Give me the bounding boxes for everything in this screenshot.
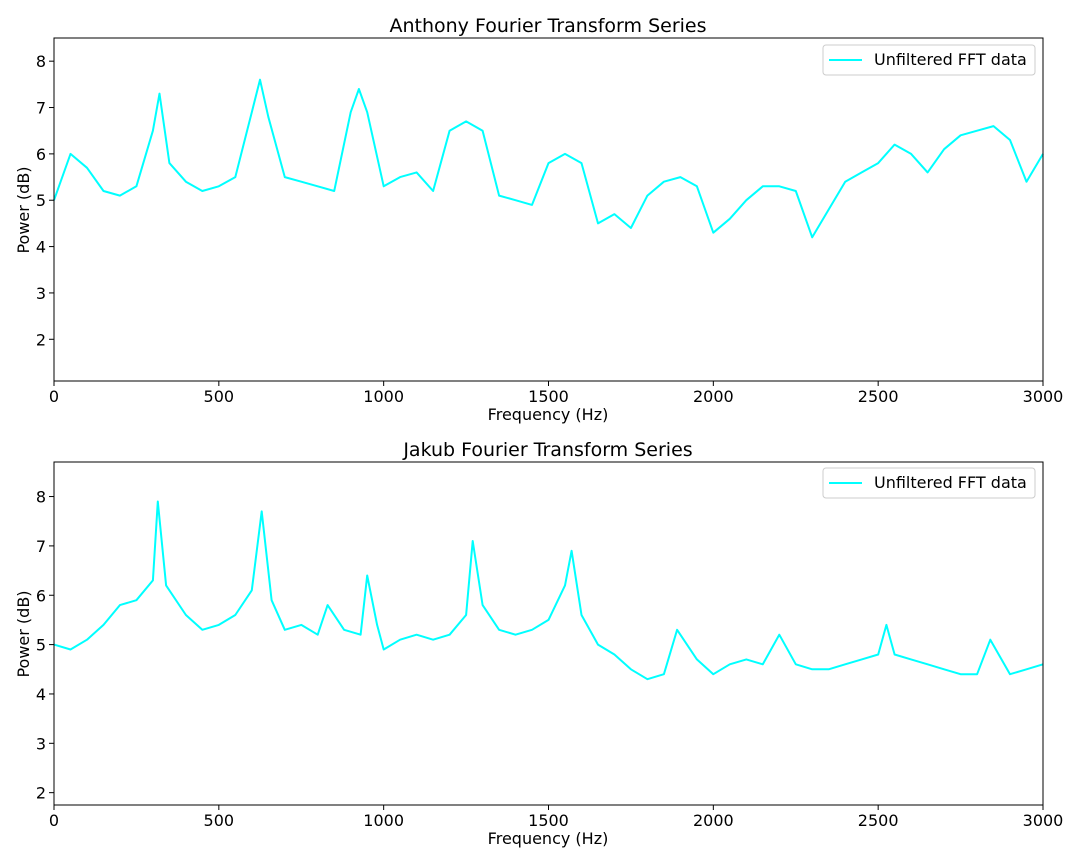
x-tick-label: 2000: [693, 811, 734, 830]
x-axis: 0 500 1000 1500 2000 2500 3000: [49, 805, 1063, 830]
y-tick-label: 7: [36, 99, 46, 118]
x-tick-label: 0: [49, 387, 59, 406]
x-axis-label: Frequency (Hz): [488, 405, 609, 424]
x-tick-label: 3000: [1023, 387, 1064, 406]
legend-box: [822, 467, 1036, 499]
legend-label: Unfiltered FFT data: [874, 50, 1027, 69]
y-tick-label: 5: [36, 191, 46, 210]
x-tick-label: 1500: [528, 811, 569, 830]
y-axis: 2 3 4 5 6 7 8: [36, 52, 54, 349]
y-tick-label: 4: [36, 238, 46, 257]
chart-title: Anthony Fourier Transform Series: [389, 15, 706, 37]
y-tick-label: 8: [36, 52, 46, 71]
y-tick-label: 3: [36, 284, 46, 303]
x-tick-label: 2500: [858, 387, 899, 406]
x-tick-label: 1000: [363, 811, 404, 830]
chart-panel-anthony: Anthony Fourier Transform Series 0 500 100…: [14, 15, 1063, 424]
legend: Unfiltered FFT data: [822, 44, 1036, 76]
chart-panel-jakub: Jakub Fourier Transform Series 0 500 1000 1…: [14, 439, 1063, 848]
y-tick-label: 4: [36, 685, 46, 704]
chart-title: Jakub Fourier Transform Series: [402, 439, 692, 461]
y-axis: 2 3 4 5 6 7 8: [36, 488, 54, 803]
y-tick-label: 5: [36, 636, 46, 655]
x-tick-label: 1000: [363, 387, 404, 406]
x-tick-label: 500: [204, 811, 235, 830]
y-tick-label: 2: [36, 784, 46, 803]
y-tick-label: 2: [36, 330, 46, 349]
series-layer: [53, 78, 1044, 239]
x-tick-label: 2500: [858, 811, 899, 830]
x-tick-label: 0: [49, 811, 59, 830]
x-axis-label: Frequency (Hz): [488, 829, 609, 848]
series-layer: [53, 500, 1044, 681]
y-axis-label: Power (dB): [14, 590, 33, 677]
legend: Unfiltered FFT data: [822, 467, 1036, 499]
x-tick-label: 1500: [528, 387, 569, 406]
series-line-0: [53, 78, 1044, 239]
x-tick-label: 3000: [1023, 811, 1064, 830]
x-tick-label: 500: [204, 387, 235, 406]
y-tick-label: 6: [36, 145, 46, 164]
y-axis-label: Power (dB): [14, 166, 33, 253]
y-tick-label: 7: [36, 537, 46, 556]
x-axis: 0 500 1000 1500 2000 2500 3000: [49, 381, 1063, 406]
y-tick-label: 6: [36, 586, 46, 605]
y-tick-label: 3: [36, 734, 46, 753]
legend-label: Unfiltered FFT data: [874, 473, 1027, 492]
legend-box: [822, 44, 1036, 76]
x-tick-label: 2000: [693, 387, 734, 406]
y-tick-label: 8: [36, 488, 46, 507]
series-line-0: [53, 500, 1044, 681]
